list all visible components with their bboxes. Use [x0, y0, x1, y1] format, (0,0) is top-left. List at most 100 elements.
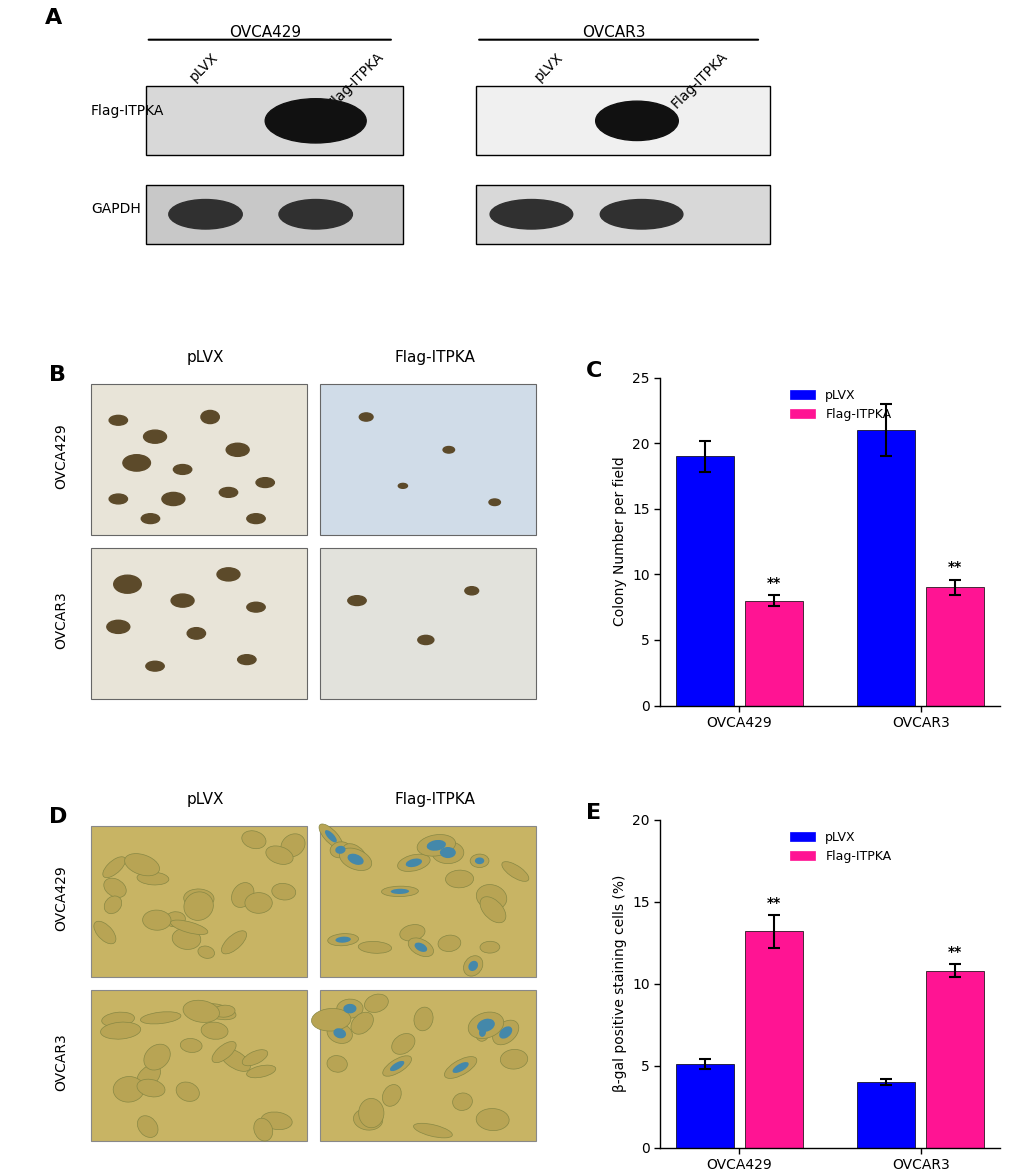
Ellipse shape — [279, 199, 353, 230]
Ellipse shape — [144, 430, 166, 444]
Ellipse shape — [389, 1061, 404, 1071]
Ellipse shape — [333, 1028, 345, 1039]
Ellipse shape — [265, 98, 366, 143]
Ellipse shape — [408, 938, 433, 957]
Y-axis label: Colony Number per field: Colony Number per field — [612, 457, 626, 626]
Ellipse shape — [480, 941, 499, 953]
Ellipse shape — [442, 446, 454, 453]
Text: Flag-ITPKA: Flag-ITPKA — [394, 350, 475, 364]
Ellipse shape — [418, 636, 433, 644]
Text: OVCAR3: OVCAR3 — [54, 1034, 68, 1091]
Ellipse shape — [406, 858, 422, 868]
Ellipse shape — [399, 925, 425, 941]
Bar — [320, 991, 536, 1141]
Ellipse shape — [231, 883, 254, 908]
Ellipse shape — [475, 1023, 489, 1041]
Ellipse shape — [247, 602, 265, 612]
Text: OVCAR3: OVCAR3 — [54, 591, 68, 649]
Ellipse shape — [143, 910, 171, 930]
Bar — [320, 827, 536, 977]
Ellipse shape — [476, 884, 506, 910]
Ellipse shape — [417, 835, 455, 856]
Ellipse shape — [280, 834, 305, 857]
Text: pLVX: pLVX — [531, 49, 565, 83]
Ellipse shape — [102, 1012, 135, 1027]
Text: Flag-ITPKA: Flag-ITPKA — [91, 104, 164, 118]
Ellipse shape — [359, 1098, 383, 1128]
Ellipse shape — [183, 892, 213, 920]
Text: C: C — [585, 362, 601, 382]
Ellipse shape — [254, 1118, 272, 1141]
Ellipse shape — [414, 1007, 433, 1030]
Text: A: A — [45, 8, 62, 28]
Text: Flag-ITPKA: Flag-ITPKA — [394, 792, 475, 807]
Ellipse shape — [247, 514, 265, 523]
Ellipse shape — [146, 662, 164, 671]
Ellipse shape — [266, 845, 292, 864]
Ellipse shape — [247, 1066, 275, 1077]
Ellipse shape — [437, 936, 461, 952]
Ellipse shape — [465, 587, 478, 595]
Ellipse shape — [213, 1005, 234, 1018]
Ellipse shape — [439, 847, 455, 858]
Ellipse shape — [183, 889, 214, 908]
Ellipse shape — [137, 1080, 165, 1097]
Bar — [744, 931, 802, 1148]
Ellipse shape — [144, 1045, 170, 1070]
Ellipse shape — [445, 870, 473, 888]
Ellipse shape — [271, 883, 296, 900]
Bar — [476, 185, 769, 244]
Ellipse shape — [109, 494, 127, 504]
Ellipse shape — [500, 1049, 527, 1069]
Ellipse shape — [343, 1004, 357, 1013]
Ellipse shape — [492, 1020, 519, 1045]
Ellipse shape — [327, 933, 359, 946]
Text: **: ** — [766, 896, 781, 910]
Ellipse shape — [245, 892, 272, 913]
Text: OVCA429: OVCA429 — [54, 865, 68, 931]
Y-axis label: β-gal positive staining cells (%): β-gal positive staining cells (%) — [612, 875, 626, 1093]
Ellipse shape — [113, 1076, 144, 1102]
Ellipse shape — [336, 999, 363, 1018]
Ellipse shape — [237, 655, 256, 664]
Ellipse shape — [327, 1023, 352, 1043]
Ellipse shape — [342, 843, 366, 864]
Bar — [925, 588, 983, 705]
Ellipse shape — [319, 824, 342, 849]
Ellipse shape — [476, 1109, 508, 1130]
Bar — [146, 87, 403, 156]
Ellipse shape — [595, 101, 678, 141]
Ellipse shape — [94, 922, 116, 944]
Ellipse shape — [397, 854, 430, 871]
Ellipse shape — [201, 411, 219, 424]
Ellipse shape — [463, 956, 482, 977]
Ellipse shape — [354, 1109, 382, 1130]
Legend: pLVX, Flag-ITPKA: pLVX, Flag-ITPKA — [785, 384, 896, 426]
Bar — [320, 548, 536, 699]
Text: pLVX: pLVX — [186, 350, 224, 364]
Ellipse shape — [138, 1116, 158, 1137]
Ellipse shape — [137, 1064, 160, 1088]
Bar — [476, 87, 769, 156]
Ellipse shape — [311, 1008, 351, 1030]
Text: **: ** — [766, 576, 781, 590]
Bar — [676, 1064, 733, 1148]
Text: GAPDH: GAPDH — [91, 203, 141, 217]
Ellipse shape — [498, 1026, 512, 1039]
Ellipse shape — [444, 1056, 476, 1078]
Ellipse shape — [347, 854, 364, 865]
Ellipse shape — [475, 857, 484, 864]
Ellipse shape — [452, 1062, 469, 1073]
Text: OVCA429: OVCA429 — [54, 424, 68, 489]
Bar — [856, 1082, 914, 1148]
Ellipse shape — [123, 454, 151, 471]
Text: D: D — [49, 807, 68, 827]
Ellipse shape — [600, 199, 683, 230]
Bar — [856, 430, 914, 705]
Ellipse shape — [187, 628, 206, 639]
Bar — [744, 601, 802, 705]
Ellipse shape — [452, 1093, 472, 1110]
Text: **: ** — [947, 945, 961, 959]
Ellipse shape — [226, 444, 249, 457]
Bar — [91, 827, 307, 977]
